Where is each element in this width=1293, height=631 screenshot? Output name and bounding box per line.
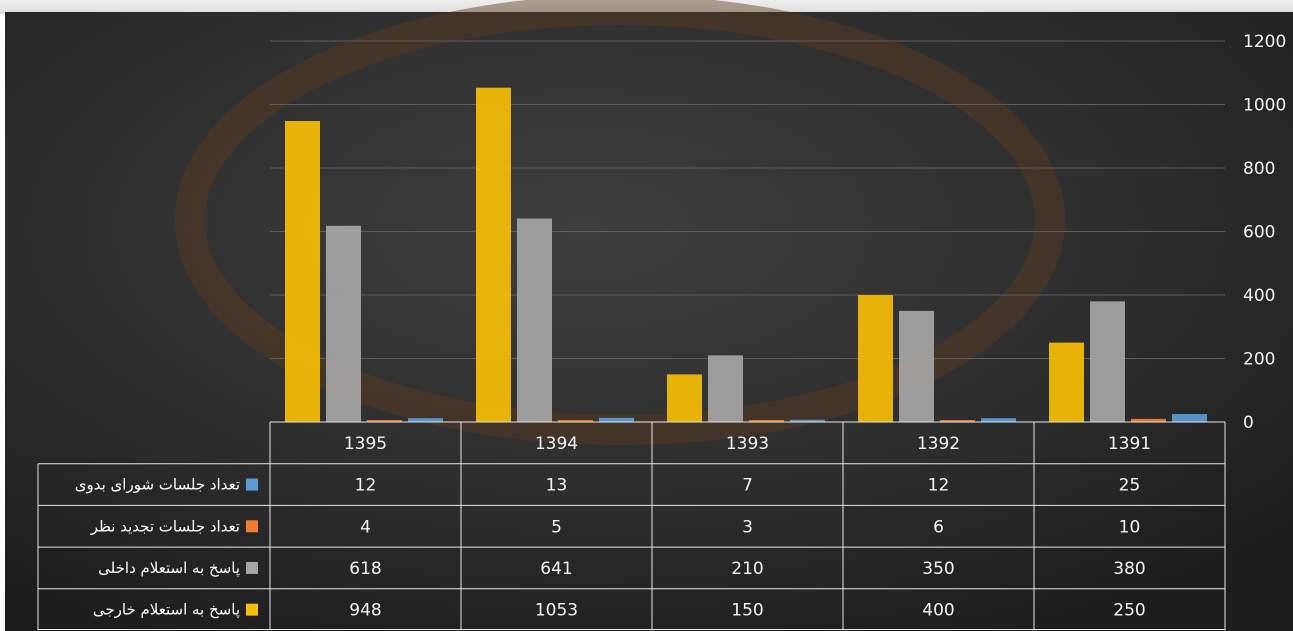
bar bbox=[1131, 418, 1166, 422]
series-label: تعداد جلسات شورای بدوی bbox=[75, 476, 240, 494]
x-tick-label: 1393 bbox=[726, 434, 769, 454]
bar bbox=[899, 310, 934, 422]
bar bbox=[285, 121, 320, 422]
data-label: 641 bbox=[540, 559, 572, 579]
legend-key bbox=[246, 603, 258, 616]
bar bbox=[749, 420, 784, 422]
data-label: 150 bbox=[731, 601, 763, 621]
x-tick-label: 1394 bbox=[535, 434, 578, 454]
data-label: 6 bbox=[933, 517, 944, 537]
bar bbox=[476, 87, 511, 423]
y-tick-label: 1000 bbox=[1243, 96, 1286, 116]
plot-background bbox=[5, 12, 1293, 631]
x-tick-label: 1395 bbox=[344, 434, 387, 454]
data-label: 7 bbox=[742, 476, 753, 496]
bar bbox=[981, 418, 1016, 422]
y-tick-label: 600 bbox=[1243, 223, 1275, 243]
legend-key bbox=[246, 478, 258, 491]
y-tick-label: 1200 bbox=[1243, 32, 1286, 52]
data-label: 350 bbox=[922, 559, 954, 579]
bar bbox=[326, 225, 361, 422]
bar bbox=[558, 420, 593, 422]
data-label: 210 bbox=[731, 559, 763, 579]
legend-key bbox=[246, 561, 258, 574]
data-label: 618 bbox=[349, 559, 381, 579]
bar bbox=[790, 419, 825, 422]
data-label: 12 bbox=[355, 476, 377, 496]
data-label: 10 bbox=[1119, 517, 1141, 537]
data-label: 12 bbox=[928, 476, 950, 496]
data-label: 948 bbox=[349, 601, 381, 621]
bar bbox=[708, 355, 743, 422]
data-label: 3 bbox=[742, 517, 753, 537]
legend-key bbox=[246, 520, 258, 533]
bar bbox=[408, 418, 443, 422]
data-label: 400 bbox=[922, 601, 954, 621]
bar bbox=[858, 295, 893, 422]
data-label: 4 bbox=[360, 517, 371, 537]
y-tick-label: 400 bbox=[1243, 286, 1275, 306]
data-label: 13 bbox=[546, 476, 568, 496]
bar bbox=[1172, 414, 1207, 422]
data-label: 5 bbox=[551, 517, 562, 537]
data-label: 25 bbox=[1119, 476, 1141, 496]
bar bbox=[1049, 342, 1084, 422]
bar bbox=[940, 420, 975, 422]
data-label: 380 bbox=[1113, 559, 1145, 579]
bar bbox=[599, 417, 634, 422]
y-tick-label: 0 bbox=[1243, 413, 1254, 433]
bar bbox=[367, 420, 402, 422]
bar bbox=[667, 374, 702, 422]
data-label: 250 bbox=[1113, 601, 1145, 621]
data-label: 1053 bbox=[535, 601, 578, 621]
x-tick-label: 1391 bbox=[1108, 434, 1151, 454]
y-tick-label: 800 bbox=[1243, 159, 1275, 179]
bar bbox=[517, 218, 552, 422]
y-tick-label: 200 bbox=[1243, 350, 1275, 370]
top-strip bbox=[0, 0, 1293, 14]
series-label: پاسخ به استعلام داخلی bbox=[98, 559, 240, 578]
x-tick-label: 1392 bbox=[917, 434, 960, 454]
bar bbox=[1090, 301, 1125, 422]
series-label: تعداد جلسات تجدید نظر bbox=[90, 517, 240, 535]
series-label: پاسخ به استعلام خارجی bbox=[93, 601, 240, 620]
background-decor bbox=[175, 0, 1065, 445]
